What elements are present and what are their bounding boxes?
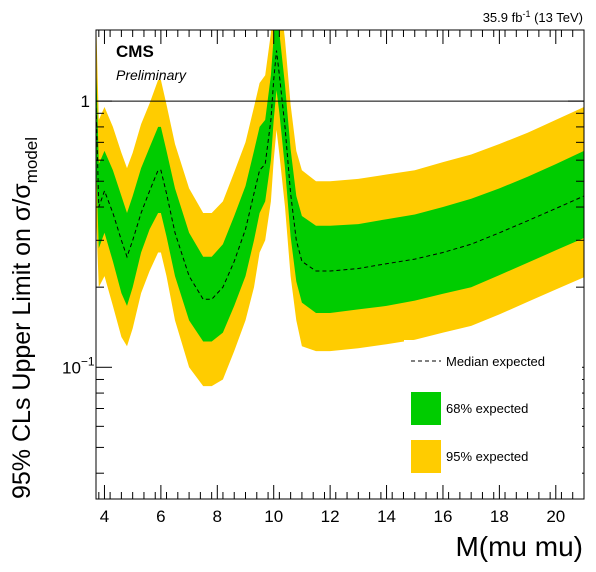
legend-68-label: 68% expected — [446, 401, 528, 416]
x-tick-label: 18 — [490, 507, 509, 526]
legend-68-swatch — [411, 392, 441, 425]
legend-median-label: Median expected — [446, 354, 545, 369]
plot-frame — [95, 29, 585, 500]
band-68-expected — [96, 30, 584, 342]
y-axis-title: 95% CLs Upper Limit on σ/σmodel — [8, 137, 41, 499]
y-axis-ticks: 1 10−1 — [62, 92, 584, 474]
x-tick-label: 10 — [264, 507, 283, 526]
x-tick-label: 4 — [100, 507, 109, 526]
x-tick-label: 12 — [321, 507, 340, 526]
x-tick-label: 14 — [377, 507, 396, 526]
x-axis-ticks: 4 6 8 10 12 14 16 18 20 — [98, 30, 585, 526]
y-tick-label: 1 — [81, 92, 90, 111]
status-label: Preliminary — [116, 67, 187, 83]
x-tick-label: 8 — [213, 507, 222, 526]
legend-95-swatch — [411, 440, 441, 473]
lumi-label: 35.9 fb-1 (13 TeV) — [483, 9, 583, 25]
experiment-label: CMS — [116, 42, 154, 61]
legend: Median expected 68% expected 95% expecte… — [404, 340, 582, 480]
plot-area — [96, 30, 584, 387]
x-axis-title: M(mu mu) — [455, 531, 583, 562]
x-tick-label: 20 — [546, 507, 565, 526]
legend-95-label: 95% expected — [446, 449, 528, 464]
x-tick-label: 16 — [433, 507, 452, 526]
y-tick-label: 10−1 — [62, 354, 95, 377]
x-tick-label: 6 — [156, 507, 165, 526]
